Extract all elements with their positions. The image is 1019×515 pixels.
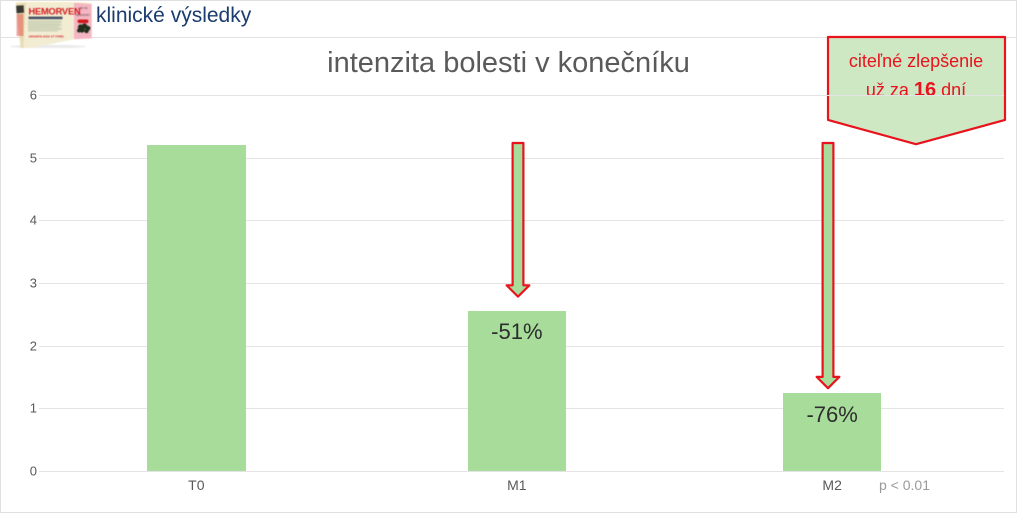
svg-text:HEMORVEN: HEMORVEN xyxy=(29,7,81,17)
svg-text:LIEK NA: LIEK NA xyxy=(78,7,88,10)
svg-text:ARANTIA KOX 27 TVRD.: ARANTIA KOX 27 TVRD. xyxy=(29,35,65,39)
svg-text:HEMOROIDY: HEMOROIDY xyxy=(76,14,91,17)
